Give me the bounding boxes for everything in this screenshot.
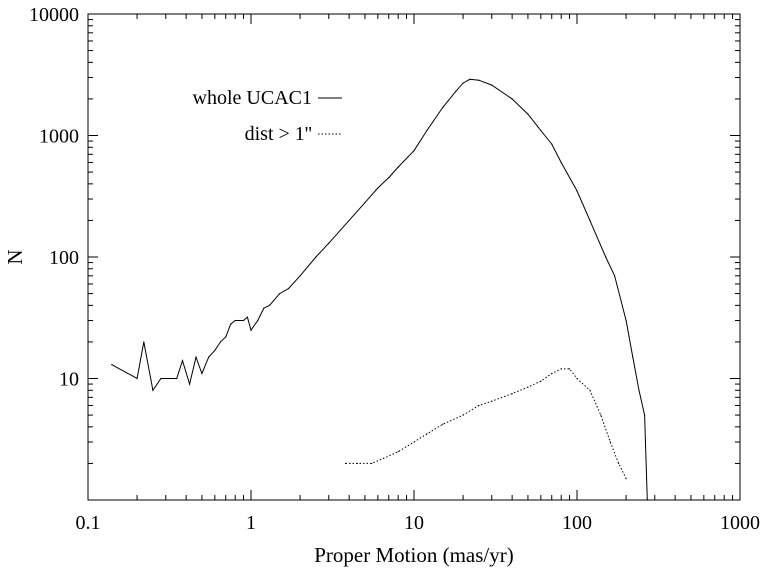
data-point bbox=[462, 82, 464, 84]
data-point bbox=[551, 372, 553, 375]
data-point bbox=[287, 287, 290, 290]
data-point bbox=[625, 319, 627, 322]
x-tick-label: 100 bbox=[562, 512, 592, 534]
data-point bbox=[279, 292, 281, 295]
plot-frame bbox=[87, 13, 741, 501]
y-tick-label: 10 bbox=[59, 369, 79, 391]
data-point bbox=[188, 383, 191, 385]
data-point bbox=[348, 219, 350, 222]
data-point bbox=[263, 307, 265, 309]
data-point bbox=[136, 377, 138, 380]
y-tick-label: 1000 bbox=[39, 126, 79, 148]
data-point bbox=[560, 368, 562, 370]
data-point bbox=[214, 349, 216, 352]
data-point bbox=[491, 400, 493, 402]
data-point bbox=[371, 462, 373, 465]
x-axis-title: Proper Motion (mas/yr) bbox=[314, 543, 513, 567]
data-point bbox=[576, 190, 578, 192]
data-point bbox=[397, 166, 399, 168]
data-point bbox=[234, 319, 236, 322]
data-point bbox=[143, 341, 145, 343]
data-point bbox=[469, 78, 471, 80]
data-point bbox=[230, 323, 232, 325]
data-point bbox=[181, 360, 184, 362]
data-point bbox=[540, 129, 542, 132]
data-point bbox=[609, 441, 611, 443]
data-point bbox=[644, 414, 646, 416]
data-point bbox=[195, 356, 197, 358]
data-point bbox=[491, 84, 493, 86]
data-point bbox=[613, 275, 616, 277]
data-point bbox=[478, 79, 480, 81]
data-point bbox=[589, 219, 591, 222]
data-point bbox=[250, 329, 252, 331]
data-point bbox=[328, 242, 330, 244]
data-point bbox=[426, 129, 428, 132]
data-point bbox=[568, 368, 571, 370]
data-point bbox=[600, 414, 602, 416]
data-point bbox=[388, 177, 390, 179]
data-point bbox=[527, 386, 529, 388]
data-point bbox=[382, 457, 385, 459]
data-point bbox=[478, 404, 480, 407]
data-point bbox=[605, 256, 607, 258]
data-point bbox=[356, 462, 359, 465]
x-tick-label: 10 bbox=[404, 512, 424, 534]
data-point bbox=[589, 389, 591, 391]
x-tick-label: 1000 bbox=[720, 512, 760, 534]
series-line-1 bbox=[345, 368, 627, 479]
x-tick-label: 0.1 bbox=[76, 512, 101, 534]
data-point bbox=[344, 462, 347, 465]
data-point bbox=[527, 113, 529, 115]
y-tick-label: 10000 bbox=[29, 4, 79, 26]
data-point bbox=[242, 319, 245, 322]
data-point bbox=[638, 389, 640, 391]
data-point bbox=[560, 161, 562, 164]
data-point bbox=[462, 414, 464, 416]
data-point bbox=[152, 389, 154, 391]
data-point bbox=[511, 393, 513, 395]
data-point bbox=[315, 256, 317, 258]
data-point bbox=[426, 433, 428, 435]
data-point bbox=[201, 372, 203, 375]
data-point bbox=[111, 364, 113, 366]
data-point bbox=[618, 462, 620, 465]
data-point bbox=[246, 316, 248, 318]
data-point bbox=[413, 441, 415, 443]
data-point bbox=[442, 423, 444, 425]
data-point bbox=[442, 106, 444, 109]
legend-label: dist > 1'' bbox=[245, 123, 312, 145]
data-point bbox=[160, 377, 162, 380]
legend-label: whole UCAC1 bbox=[193, 87, 312, 109]
series-line-0 bbox=[111, 78, 648, 501]
data-point bbox=[540, 380, 542, 382]
data-point bbox=[176, 377, 178, 380]
data-point bbox=[257, 319, 259, 322]
y-tick-label: 100 bbox=[49, 247, 79, 269]
data-point bbox=[576, 377, 578, 380]
data-point bbox=[397, 451, 399, 453]
data-point bbox=[413, 150, 415, 152]
data-point bbox=[169, 377, 171, 380]
data-point bbox=[268, 304, 271, 306]
data-point bbox=[364, 202, 366, 204]
data-point bbox=[299, 275, 301, 277]
data-point bbox=[625, 478, 627, 480]
data-point bbox=[646, 499, 648, 501]
data-point bbox=[377, 187, 379, 189]
data-point bbox=[551, 143, 553, 145]
y-axis-title: N bbox=[3, 249, 27, 264]
data-point bbox=[219, 341, 222, 343]
data-point bbox=[511, 98, 513, 100]
x-tick-label: 1 bbox=[246, 512, 256, 534]
data-point bbox=[208, 356, 210, 358]
data-point bbox=[632, 356, 634, 358]
data-point bbox=[225, 336, 227, 338]
data-point bbox=[455, 90, 457, 93]
